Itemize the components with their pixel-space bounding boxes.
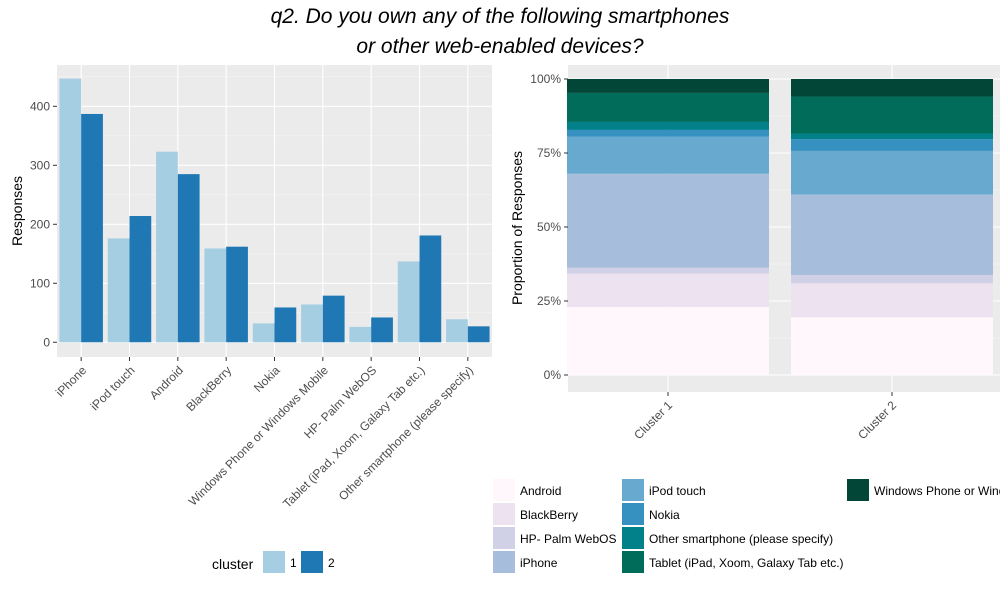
stack-y-tick-label: 50% [537,220,561,234]
legend-label-windows-phone-or-windows-mobile: Windows Phone or Windows Mobile [874,484,1000,498]
y-tick-label: 0 [43,335,50,349]
bar-android-cluster-1 [156,151,178,343]
title-line-1: q2. Do you own any of the following smar… [270,5,730,28]
legend-swatch-blackberry [493,503,515,525]
legend-swatch-cluster-1 [263,551,285,573]
stack-y-tick-label: 0% [544,368,562,382]
x-tick-label: iPod touch [88,363,138,413]
stack-segment-iphone-cluster-2 [791,194,993,275]
bar-hp-palm-webos-cluster-2 [371,317,393,343]
bar-nokia-cluster-2 [274,307,297,343]
bar-windows-phone-or-windows-mobile-cluster-1 [301,304,323,343]
stack-segment-other-smartphone-please-specify--cluster-2 [791,133,993,140]
stack-x-tick-label: Cluster 1 [631,398,675,442]
bar-tablet-ipad-xoom-galaxy-tab-etc--cluster-2 [419,235,442,343]
stack-segment-tablet-ipad-xoom-galaxy-tab-etc--cluster-2 [791,96,993,134]
legend-swatch-android [493,479,515,501]
stack-y-tick-label: 75% [537,146,561,160]
bar-ipod-touch-cluster-2 [129,216,152,343]
title-line-2: or other web-enabled devices? [356,35,644,58]
y-tick-label: 400 [30,99,50,113]
legend-swatch-windows-phone-or-windows-mobile [847,479,869,501]
legend-swatch-ipod-touch [622,479,644,501]
legend-label-cluster-1: 1 [290,556,297,570]
stack-segment-other-smartphone-please-specify--cluster-1 [567,121,769,130]
bar-hp-palm-webos-cluster-1 [349,326,372,343]
bar-iphone-cluster-1 [59,78,82,343]
stack-segment-ipod-touch-cluster-1 [567,136,769,174]
y-tick-label: 300 [30,158,50,172]
stack-y-tick-label: 100% [530,72,561,86]
stack-y-axis-title: Proportion of Responses [509,151,525,305]
bar-nokia-cluster-1 [252,323,275,343]
stack-segment-nokia-cluster-1 [567,129,769,137]
legend-label-iphone: iPhone [520,556,558,570]
legend-label-other-smartphone-please-specify-: Other smartphone (please specify) [649,532,833,546]
chart-title: q2. Do you own any of the following smar… [0,2,1000,62]
legend-label-android: Android [520,484,561,498]
legend-label-nokia: Nokia [649,508,680,522]
bar-tablet-ipad-xoom-galaxy-tab-etc--cluster-1 [397,261,420,343]
legend-swatch-cluster-2 [301,551,323,573]
stack-legend: Android BlackBerry HP- Palm WebOS iPhone iPo… [493,479,1000,573]
stack-segment-blackberry-cluster-2 [791,283,993,318]
bar-windows-phone-or-windows-mobile-cluster-2 [322,295,345,343]
legend-label-hp-palm-webos: HP- Palm WebOS [520,532,616,546]
legend-label-ipod-touch: iPod touch [649,484,706,498]
legend-label-blackberry: BlackBerry [520,508,578,522]
legend-swatch-tablet-ipad-xoom-galaxy-tab-etc- [622,551,644,573]
stack-segment-tablet-ipad-xoom-galaxy-tab-etc--cluster-1 [567,92,769,122]
stack-segment-windows-phone-or-windows-mobile-cluster-1 [567,79,769,93]
y-tick-label: 200 [30,217,50,231]
bar-ipod-touch-cluster-1 [107,238,130,343]
stack-x-tick-label: Cluster 2 [855,398,899,442]
stack-segment-hp-palm-webos-cluster-2 [791,274,993,284]
legend-title: cluster [212,556,254,572]
legend-swatch-hp-palm-webos [493,527,515,549]
bar-legend: cluster 1 2 [212,551,335,573]
legend-swatch-other-smartphone-please-specify- [622,527,644,549]
stack-segment-ipod-touch-cluster-2 [791,150,993,195]
stack-segment-hp-palm-webos-cluster-1 [567,267,769,274]
stack-segment-nokia-cluster-2 [791,139,993,151]
bar-blackberry-cluster-2 [226,246,248,343]
stack-segment-iphone-cluster-1 [567,173,769,268]
x-tick-label: Android [147,363,186,402]
legend-label-tablet-ipad-xoom-galaxy-tab-etc-: Tablet (iPad, Xoom, Galaxy Tab etc.) [649,556,844,570]
x-tick-label: BlackBerry [183,363,234,414]
legend-swatch-nokia [622,503,644,525]
stack-segment-android-cluster-1 [567,306,769,375]
stack-segment-android-cluster-2 [791,317,993,375]
x-tick-label: Nokia [251,363,283,395]
bar-iphone-cluster-2 [81,113,103,343]
y-axis-title: Responses [9,176,25,246]
y-tick-label: 100 [30,276,50,290]
bar-blackberry-cluster-1 [204,248,227,343]
stack-y-tick-label: 25% [537,294,561,308]
legend-swatch-iphone [493,551,515,573]
bar-other-smartphone-please-specify--cluster-2 [467,326,490,343]
bar-android-cluster-2 [177,174,200,343]
x-tick-label: iPhone [53,363,90,400]
stack-segment-blackberry-cluster-1 [567,273,769,307]
bar-other-smartphone-please-specify--cluster-1 [446,319,468,343]
stack-segment-windows-phone-or-windows-mobile-cluster-2 [791,79,993,97]
legend-label-cluster-2: 2 [328,556,335,570]
